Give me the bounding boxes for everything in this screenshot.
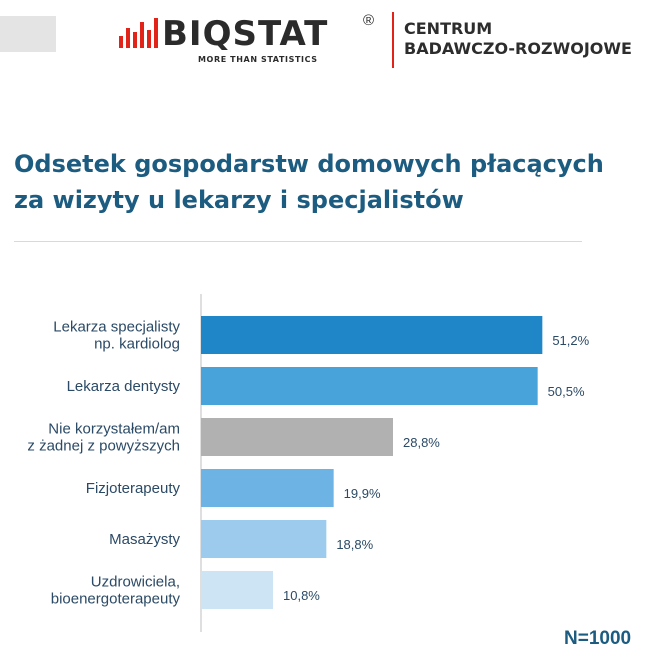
category-label: Fizjoterapeuty <box>86 480 181 497</box>
category-label: bioenergoterapeuty <box>51 591 181 608</box>
chart-title-line: Odsetek gospodarstw domowych płacących <box>14 150 604 178</box>
bar-value-label: 10,8% <box>283 588 320 603</box>
bar-value-label: 51,2% <box>552 333 589 348</box>
title-separator <box>14 241 582 242</box>
grey-placeholder-box <box>0 16 56 52</box>
bar-value-label: 28,8% <box>403 435 440 450</box>
bar <box>201 367 538 405</box>
header-subtitle-line: CENTRUM <box>404 19 493 38</box>
bar <box>201 316 543 354</box>
bar-value-label: 19,9% <box>344 486 381 501</box>
bar-value-label: 18,8% <box>336 537 373 552</box>
header-subtitle: CENTRUM BADAWCZO-ROZWOJOWE <box>404 19 632 59</box>
logo-tagline: MORE THAN STATISTICS <box>198 55 318 64</box>
chart-title-line: za wizyty u lekarzy i specjalistów <box>14 186 464 214</box>
bar-value-label: 50,5% <box>548 384 585 399</box>
bar <box>201 520 327 558</box>
logo-wordmark: BIQSTAT <box>162 14 329 54</box>
bar <box>201 469 334 507</box>
chart-title: Odsetek gospodarstw domowych płacących z… <box>14 146 634 218</box>
category-label: Lekarza specjalisty <box>53 319 180 336</box>
category-label: Uzdrowiciela, <box>91 574 180 591</box>
logo-bars-icon <box>119 18 158 48</box>
category-label: Masażysty <box>109 531 180 548</box>
header-divider <box>392 12 394 68</box>
category-label: np. kardiolog <box>94 336 180 353</box>
registered-mark: ® <box>363 12 375 29</box>
category-label: z żadnej z powyższych <box>27 438 180 455</box>
category-label: Nie korzystałem/am <box>48 421 180 438</box>
header-subtitle-line: BADAWCZO-ROZWOJOWE <box>404 39 632 58</box>
bar <box>201 571 273 609</box>
sample-size-note: N=1000 <box>564 628 632 649</box>
category-label: Lekarza dentysty <box>67 378 181 395</box>
bar <box>201 418 393 456</box>
biostat-logo: BIQSTAT ® MORE THAN STATISTICS <box>118 10 388 68</box>
